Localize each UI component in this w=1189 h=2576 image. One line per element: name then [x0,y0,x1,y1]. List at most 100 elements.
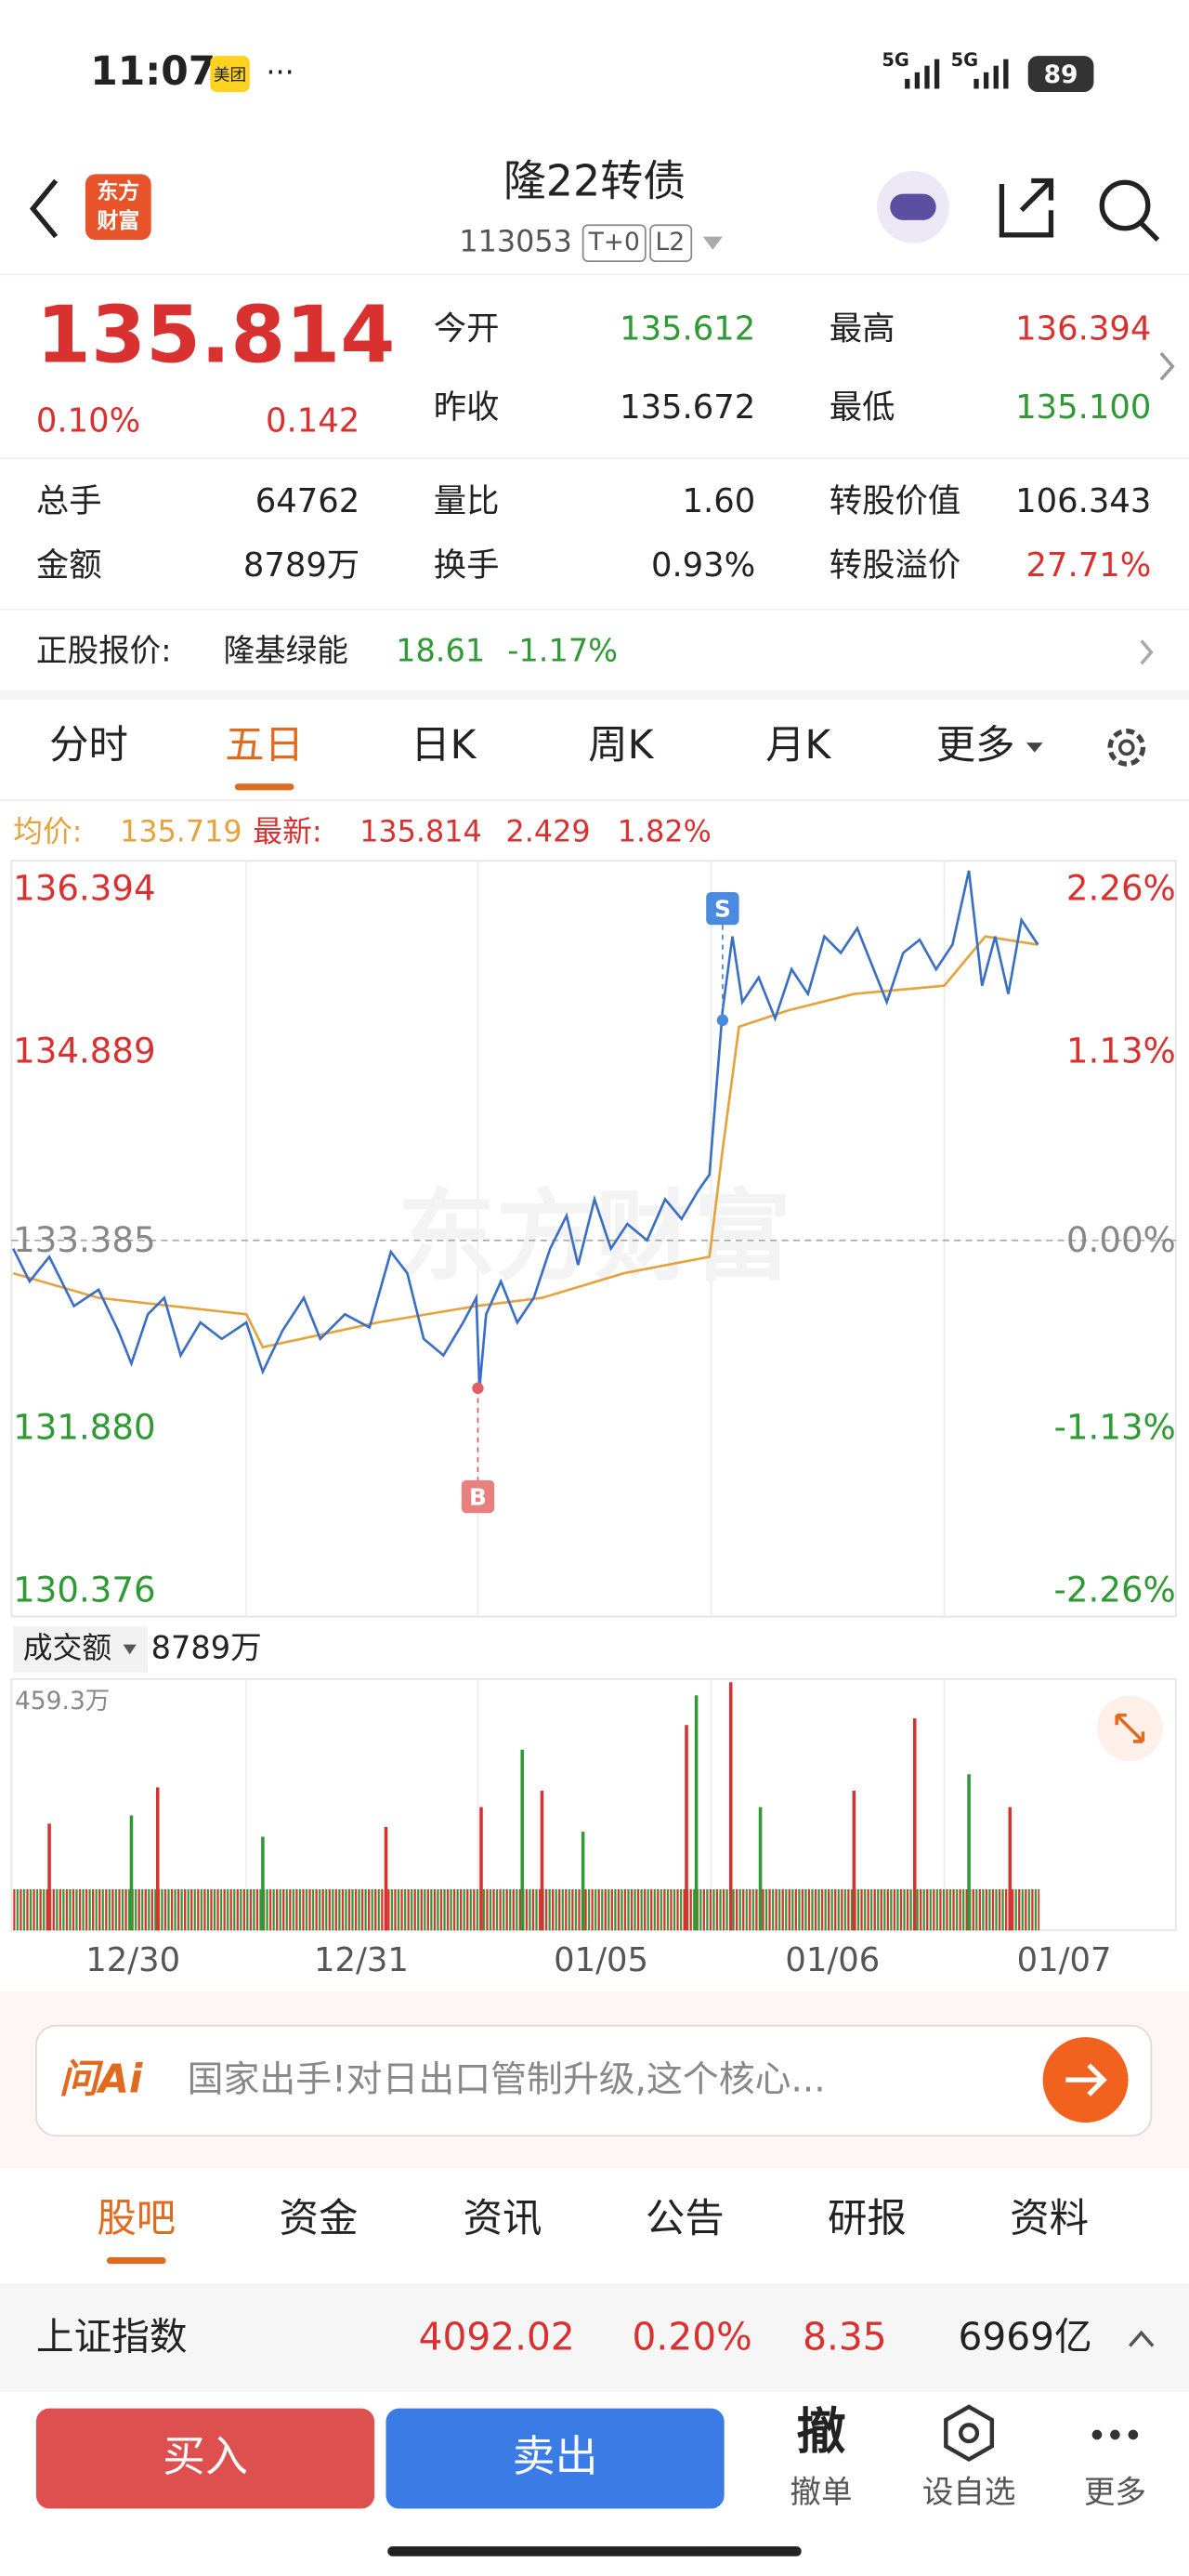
time: 11:07 [90,49,216,95]
volume-spikes [47,1682,1013,1931]
code: 113053 [459,224,571,259]
field-label: 转股价值 [830,482,960,520]
battery-level: 89 [1044,60,1078,89]
stock-label: 正股报价: [36,632,172,668]
cancel[interactable]: 撤单 [790,2474,852,2510]
separator [0,690,1189,701]
settings[interactable] [1107,729,1146,767]
tab-active[interactable]: 股吧 [97,2197,176,2242]
tab[interactable]: 资讯 [464,2197,542,2242]
battery [1027,56,1094,92]
latest-label: 最新: [253,813,321,848]
volume-select[interactable] [13,1626,149,1673]
x-label: 12/31 [314,1941,409,1979]
more-icon[interactable] [1091,2429,1139,2440]
watch[interactable]: 设自选 [922,2474,1016,2510]
volume-max: 459.3万 [15,1687,110,1715]
net: 5G [951,49,978,71]
sell-mark: S [714,895,731,922]
search-handle [1139,221,1160,242]
field-value: 0.93% [651,546,755,585]
tab[interactable]: 月K [765,723,831,769]
index-bar[interactable] [0,2283,1189,2392]
tab[interactable]: 资金 [280,2197,359,2242]
price: 135.814 [36,289,395,381]
tab[interactable]: 资料 [1010,2197,1089,2242]
buy-mark: B [469,1483,487,1510]
index-change: 8.35 [803,2314,887,2359]
y-label: 130.376 [13,1571,155,1610]
y-label: 136.394 [13,869,155,909]
more-arrow [1026,743,1043,753]
field-value: 135.672 [620,388,755,427]
avg: 135.719 [120,813,242,848]
sell-badge [706,891,739,926]
change-pct: 0.10% [36,401,140,440]
field-label: 转股溢价 [830,546,960,585]
field-value: 135.612 [620,309,755,348]
x-label: 01/05 [554,1941,648,1979]
ai-box[interactable] [35,2024,1153,2137]
y2-label: 2.26% [1066,869,1176,909]
grid [245,1678,946,1931]
ai-arrow [1065,2063,1107,2096]
logo-text: 东方 [97,178,139,204]
sell-button[interactable] [385,2408,725,2509]
settings-core [1117,739,1135,756]
app-badge: 美团 [214,65,246,85]
logo [85,174,151,241]
chevron[interactable] [1140,639,1154,665]
buy-badge [461,1479,495,1514]
latest: 135.814 [359,813,482,848]
x-label: 01/06 [785,1941,880,1979]
tag: L2 [656,228,686,256]
search[interactable] [1099,179,1151,231]
volume-total: 8789万 [151,1629,262,1665]
field-label: 最高 [830,309,895,348]
sell: 卖出 [513,2431,598,2481]
y2-label: -2.26% [1054,1571,1176,1610]
dropdown[interactable] [702,236,723,250]
more[interactable]: 更多 [1084,2474,1146,2510]
y2-label: 1.13% [1066,1032,1176,1071]
watch-icon-core [959,2423,980,2444]
volume-arrow [123,1644,137,1655]
index-amount: 6969亿 [959,2314,1092,2359]
tab[interactable]: 研报 [828,2197,907,2242]
logo-text: 财富 [97,208,139,233]
dots: ··· [266,55,294,90]
tag-box [649,224,693,262]
tag-box [581,224,647,262]
back[interactable] [29,178,59,239]
watch-icon[interactable] [944,2404,995,2463]
tab[interactable]: 公告 [646,2197,725,2242]
tab[interactable]: 周K [588,723,654,769]
cancel-icon[interactable]: 撤 [796,2403,845,2461]
tab[interactable]: 更多 [936,723,1015,769]
buy-dot [472,1382,484,1395]
share[interactable] [999,177,1054,238]
price-line [11,870,1039,1388]
field-label: 换手 [434,546,500,585]
volume-label: 成交额 [23,1630,111,1665]
tab-active[interactable]: 五日 [225,723,304,769]
field-value: 64762 [255,482,359,520]
index-name: 上证指数 [36,2314,188,2359]
field-label: 量比 [434,482,500,520]
tab[interactable]: 分时 [49,723,128,769]
tab[interactable]: 日K [411,723,477,769]
ai-text: 国家出手!对日出口管制升级,这个核心... [188,2058,826,2100]
stock-price: 18.61 [396,632,485,668]
stock-name: 隆基绿能 [223,632,347,668]
collapse[interactable] [1128,2330,1155,2347]
expand[interactable] [1159,351,1175,381]
buy-button[interactable] [35,2408,375,2509]
title: 隆22转债 [503,156,686,206]
tab-underline [106,2257,166,2265]
fullscreen-icon [1115,1713,1145,1743]
y-label: 131.880 [13,1408,155,1448]
volume-bars [13,1889,1040,1931]
index-pct: 0.20% [633,2314,752,2359]
robot-face [890,193,936,220]
